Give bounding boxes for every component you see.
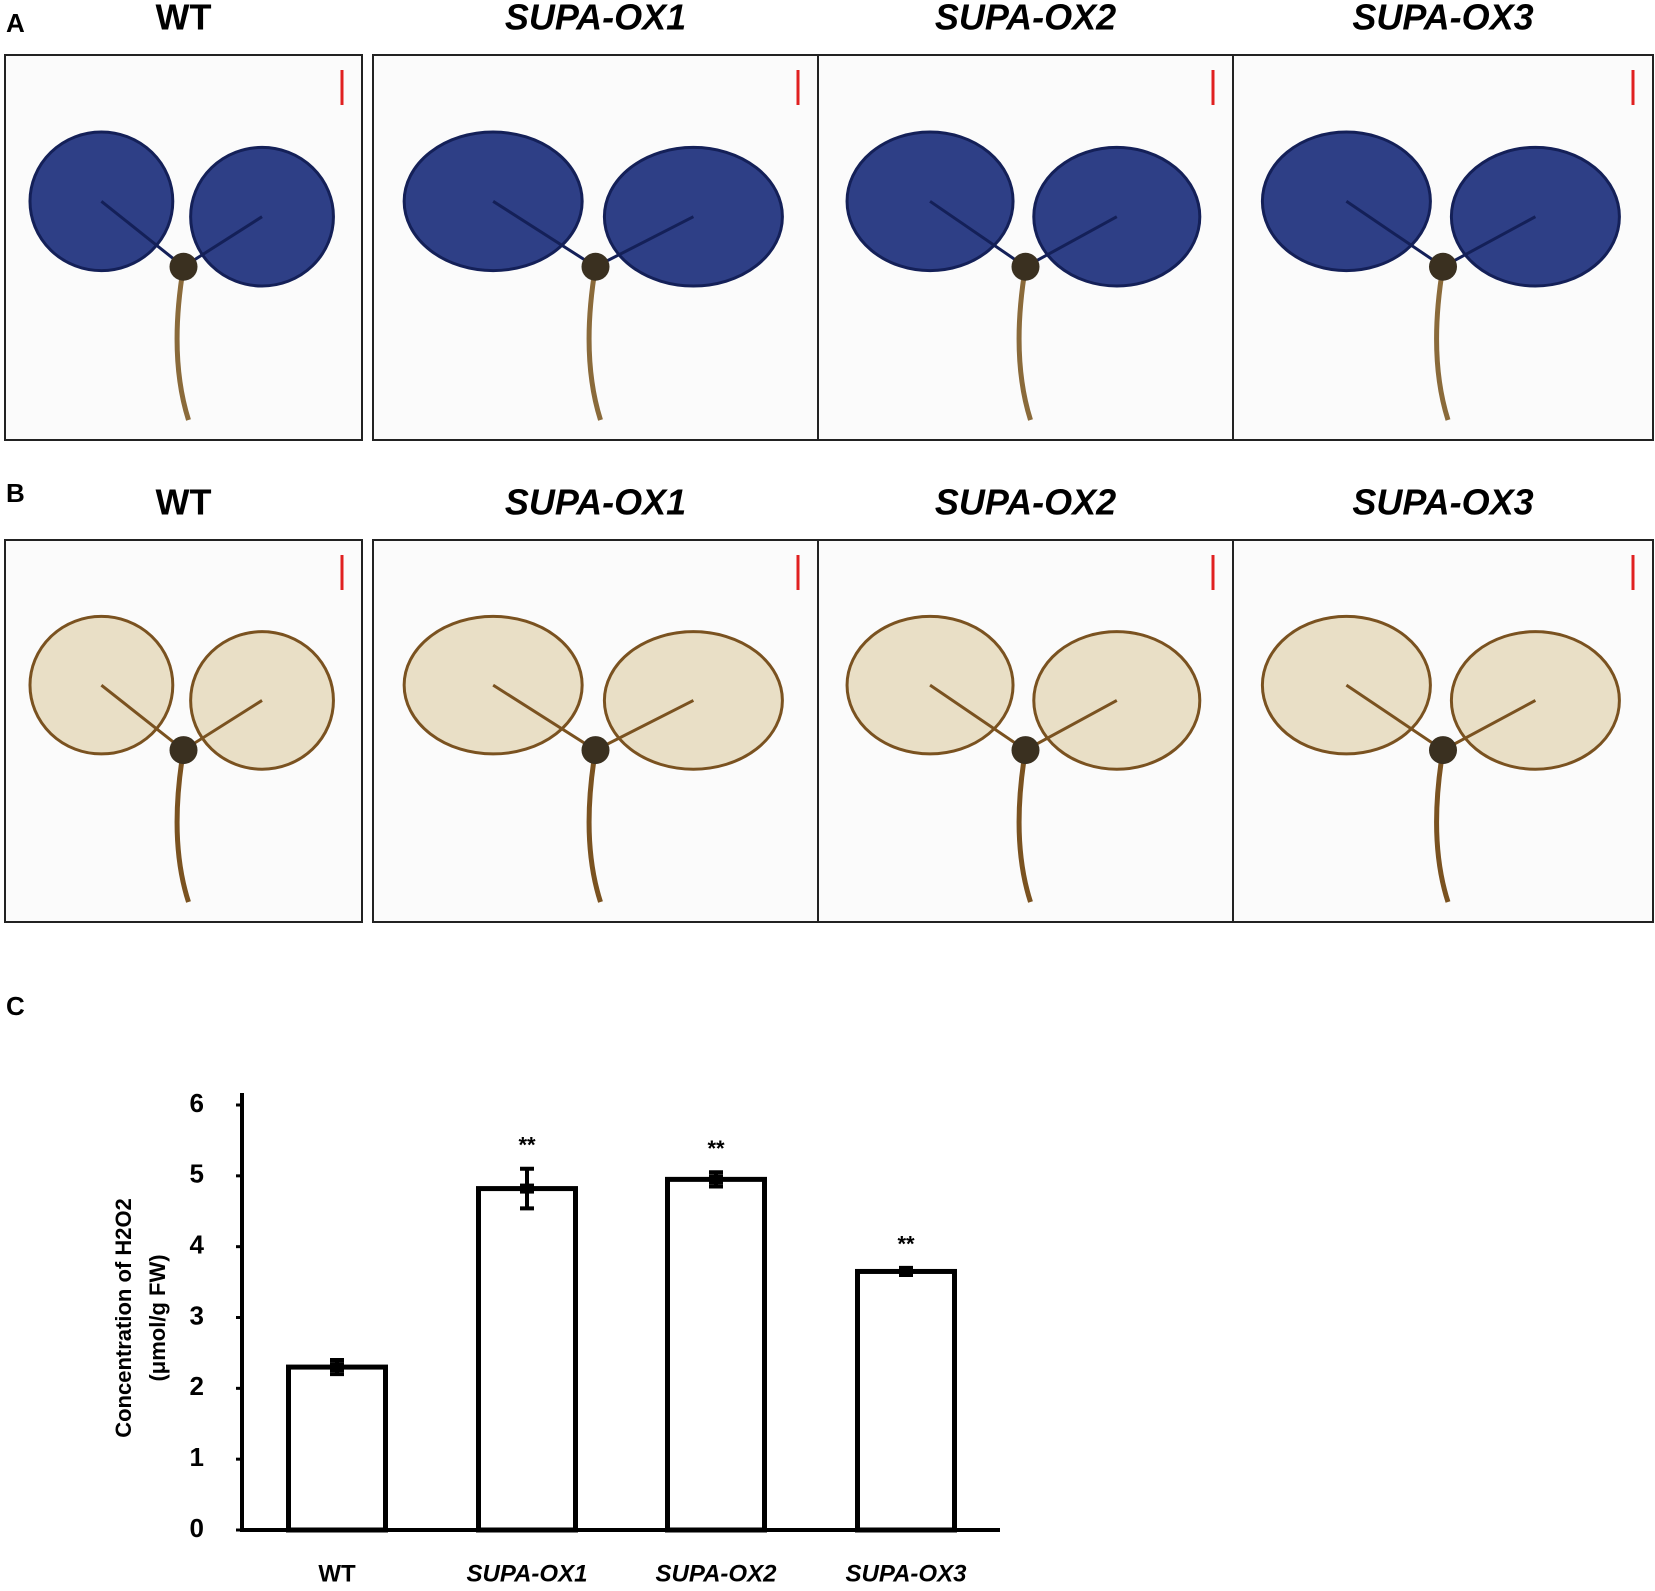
stem xyxy=(586,749,603,903)
shoot-apex xyxy=(1429,252,1457,281)
x-tick-label: SUPA-OX3 xyxy=(846,1560,968,1587)
image-title: SUPA-OX3 xyxy=(1352,482,1533,523)
y-tick-label: 1 xyxy=(190,1442,204,1472)
image-title: SUPA-OX1 xyxy=(505,482,686,523)
image-title: SUPA-OX1 xyxy=(505,0,686,38)
significance-label: ** xyxy=(518,1133,536,1158)
y-tick-label: 3 xyxy=(190,1300,204,1330)
image-title: SUPA-OX2 xyxy=(935,0,1116,38)
error-center xyxy=(330,1362,344,1373)
bar xyxy=(286,1364,388,1533)
stem xyxy=(174,749,191,903)
image-title: WT xyxy=(156,0,212,38)
stem xyxy=(1016,749,1033,903)
stem xyxy=(1434,749,1451,903)
y-tick-label: 4 xyxy=(190,1230,205,1260)
y-tick-label: 2 xyxy=(190,1371,204,1401)
image-title: WT xyxy=(156,482,212,523)
bar xyxy=(665,1176,767,1533)
stem xyxy=(1434,266,1451,421)
error-center xyxy=(899,1266,913,1277)
ylabel: Concentration of H2O2 (μmol/g FW) xyxy=(111,1198,170,1438)
stem xyxy=(174,266,191,421)
x-tick-label: SUPA-OX1 xyxy=(467,1560,588,1587)
shoot-apex xyxy=(169,252,198,281)
x-tick-label: SUPA-OX2 xyxy=(656,1560,778,1587)
bar xyxy=(855,1268,957,1533)
significance-label: ** xyxy=(897,1232,915,1257)
y-axis-title: Concentration of H2O2 xyxy=(111,1198,136,1438)
shoot-apex xyxy=(581,736,610,765)
stem xyxy=(586,266,603,421)
y-tick-label: 6 xyxy=(190,1088,204,1118)
y-tick-label: 0 xyxy=(190,1513,204,1543)
bar xyxy=(476,1186,578,1533)
significance-label: ** xyxy=(707,1136,725,1161)
shoot-apex xyxy=(1011,252,1040,281)
shoot-apex xyxy=(1429,736,1457,765)
shoot-apex xyxy=(1011,736,1040,765)
y-axis-title: (μmol/g FW) xyxy=(145,1254,170,1381)
panel-label: C xyxy=(6,991,25,1021)
error-center xyxy=(520,1183,534,1194)
shoot-apex xyxy=(581,252,610,281)
panel-label: B xyxy=(6,478,25,508)
shoot-apex xyxy=(169,736,198,765)
stem xyxy=(1016,266,1033,421)
image-title: SUPA-OX2 xyxy=(935,482,1116,523)
image-title: SUPA-OX3 xyxy=(1352,0,1533,38)
x-tick-label: WT xyxy=(318,1560,356,1587)
error-center xyxy=(709,1174,723,1185)
y-tick-label: 5 xyxy=(190,1159,204,1189)
panel-label: A xyxy=(6,8,25,38)
